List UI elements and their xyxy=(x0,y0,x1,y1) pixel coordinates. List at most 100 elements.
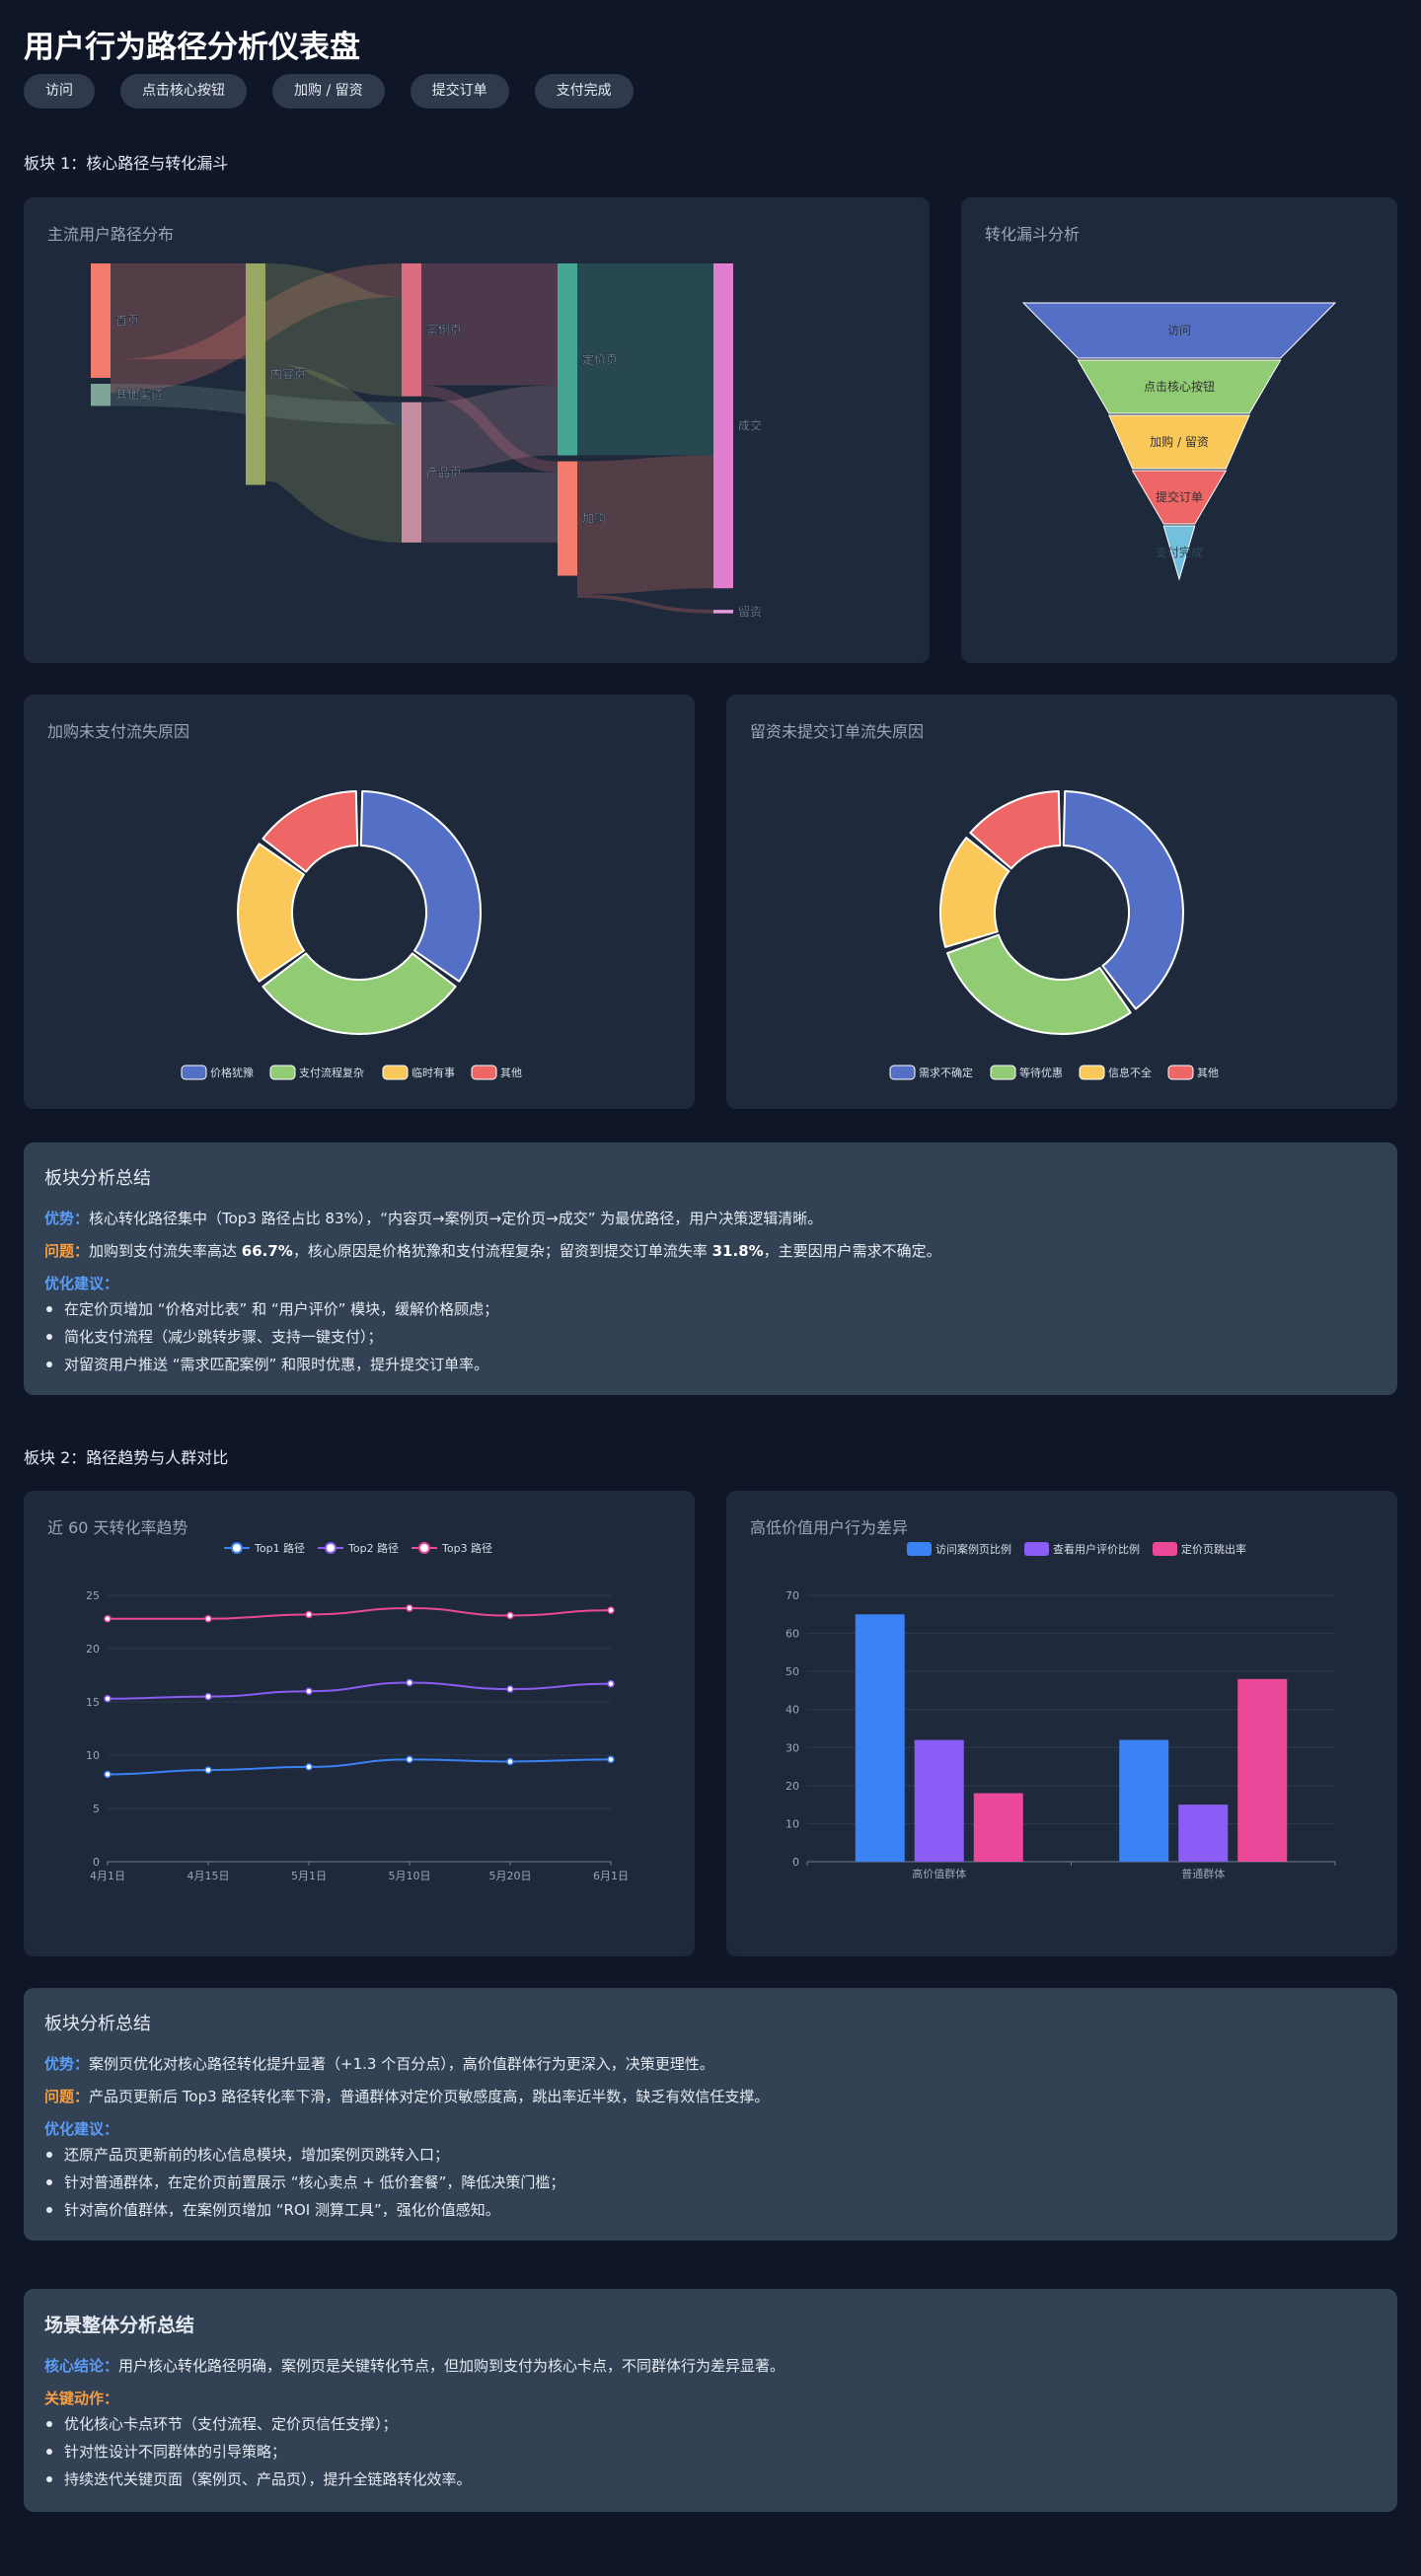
summary-1-advantage: 优势：核心转化路径集中（Top3 路径占比 83%），“内容页→案例页→定价页→… xyxy=(44,1210,823,1227)
list-item: 还原产品页更新前的核心信息模块，增加案例页跳转入口； xyxy=(44,2144,1377,2166)
bar xyxy=(1237,1678,1288,1862)
sankey-node-label: 成交 xyxy=(738,418,762,433)
legend-label: 价格犹豫 xyxy=(210,1066,254,1079)
sankey-link xyxy=(576,455,714,595)
line-series xyxy=(107,1681,612,1700)
funnel-segment xyxy=(1131,470,1228,525)
line-point xyxy=(406,1755,413,1764)
summary-2-problem: 问题：产品页更新后 Top3 路径转化率下滑，普通群体对定价页敏感度高，跳出率近… xyxy=(44,2088,770,2105)
line-point xyxy=(204,1615,212,1623)
sankey-node-label: 产品页 xyxy=(426,466,462,479)
line-point xyxy=(406,1604,413,1612)
y-tick-label: 20 xyxy=(86,1643,100,1656)
line-point xyxy=(506,1685,514,1693)
step-chip-order[interactable]: 提交订单 xyxy=(410,74,509,109)
sankey-node-label: 内容页 xyxy=(270,366,306,381)
sankey-links xyxy=(110,262,714,614)
bar xyxy=(855,1614,905,1862)
sankey-node xyxy=(402,402,421,543)
donut-slice xyxy=(946,933,1132,1035)
step-chip-visit[interactable]: 访问 xyxy=(24,74,95,109)
donut-slice xyxy=(262,952,457,1035)
legend-marker xyxy=(231,1542,243,1554)
donut1-chart: 价格犹豫 支付流程复杂 临时有事 其他 xyxy=(181,790,522,1080)
legend-label: 其他 xyxy=(500,1067,522,1079)
donut2-chart: 需求不确定 等待优惠 信息不全 其他 xyxy=(889,790,1219,1080)
legend-swatch xyxy=(907,1542,932,1556)
donut-slice xyxy=(262,790,359,873)
line-title: 近 60 天转化率趋势 xyxy=(47,1518,188,1537)
legend-label: 临时有事 xyxy=(411,1066,455,1079)
donut-slice xyxy=(969,790,1062,870)
donut1-title: 加购未支付流失原因 xyxy=(47,722,190,741)
y-tick-label: 10 xyxy=(86,1749,100,1762)
x-tick-label: 高价值群体 xyxy=(912,1867,966,1880)
legend-label: Top2 路径 xyxy=(347,1542,399,1555)
bar xyxy=(1178,1804,1229,1862)
legend-swatch xyxy=(382,1065,409,1080)
donut-slice xyxy=(1062,790,1184,1010)
x-tick-label: 4月15日 xyxy=(187,1870,230,1882)
sankey-node-label: 首页 xyxy=(115,314,139,328)
summary-3-title: 场景整体分析总结 xyxy=(44,2315,195,2336)
y-tick-label: 70 xyxy=(785,1589,799,1602)
sankey-link xyxy=(262,363,406,543)
section-1-title: 板块 1：核心路径与转化漏斗 xyxy=(24,154,229,173)
line-point xyxy=(506,1757,514,1766)
summary-1-problem: 问题：加购到支付流失率高达 66.7%，核心原因是价格犹豫和支付流程复杂；留资到… xyxy=(44,1242,941,1260)
step-chip-pay[interactable]: 支付完成 xyxy=(534,74,634,109)
y-tick-label: 25 xyxy=(86,1589,100,1602)
sankey-node-label: 其他渠道 xyxy=(115,388,163,402)
line-point xyxy=(305,1610,313,1619)
list-item: 持续迭代关键页面（案例页、产品页），提升全链路转化效率。 xyxy=(44,2468,1377,2490)
legend-swatch xyxy=(1153,1542,1177,1556)
sankey-node-label: 留资 xyxy=(738,605,762,619)
line-point xyxy=(305,1763,313,1771)
donut-slice xyxy=(237,843,305,983)
legend-swatch xyxy=(889,1065,916,1080)
summary-1-suggestion-label: 优化建议： xyxy=(44,1275,119,1292)
donut1-card: 加购未支付流失原因 价格犹豫 支付流程复杂 临时有事 其他 xyxy=(24,695,695,1109)
summary-3-action-label: 关键动作： xyxy=(44,2390,119,2407)
funnel-segment xyxy=(1077,359,1282,414)
legend-swatch xyxy=(1079,1065,1105,1080)
legend-label: Top3 路径 xyxy=(441,1542,492,1555)
y-tick-label: 5 xyxy=(93,1803,100,1815)
funnel-label: 加购 / 留资 xyxy=(1150,434,1209,449)
line-point xyxy=(104,1695,112,1703)
sankey-node xyxy=(558,461,577,576)
list-item: 针对普通群体，在定价页前置展示 “核心卖点 + 低价套餐”，降低决策门槛； xyxy=(44,2171,1377,2193)
funnel-label: 提交订单 xyxy=(1156,489,1203,504)
line-point xyxy=(406,1678,413,1687)
donut-slice xyxy=(359,790,482,983)
sankey-node xyxy=(713,263,733,589)
list-item: 在定价页增加 “价格对比表” 和 “用户评价” 模块，缓解价格顾虑； xyxy=(44,1298,1377,1320)
legend-swatch xyxy=(1167,1065,1194,1080)
donut2-card: 留资未提交订单流失原因 需求不确定 等待优惠 信息不全 其他 xyxy=(726,695,1397,1109)
line-series xyxy=(107,1758,612,1776)
x-tick-label: 5月1日 xyxy=(291,1870,327,1882)
summary-1-title: 板块分析总结 xyxy=(44,1168,151,1189)
line-point xyxy=(204,1766,212,1774)
sankey-node xyxy=(246,263,265,485)
step-chip-click[interactable]: 点击核心按钮 xyxy=(120,74,247,109)
funnel-card: 转化漏斗分析 访问 点击核心按钮 加购 / 留资 提交订单 支付完成 xyxy=(961,197,1397,663)
y-tick-label: 60 xyxy=(785,1628,799,1641)
sankey-node xyxy=(91,263,111,378)
summary-2-suggestion-label: 优化建议： xyxy=(44,2120,119,2138)
legend-label: 定价页跳出率 xyxy=(1181,1542,1246,1556)
bar xyxy=(914,1739,964,1862)
legend-label: 需求不确定 xyxy=(919,1066,973,1079)
line-point xyxy=(104,1615,112,1623)
sankey-node xyxy=(402,263,421,397)
list-item: 针对高价值群体，在案例页增加 “ROI 测算工具”，强化价值感知。 xyxy=(44,2199,1377,2221)
step-chip-cart[interactable]: 加购 / 留资 xyxy=(272,74,385,109)
line-point xyxy=(305,1687,313,1695)
funnel-label: 点击核心按钮 xyxy=(1144,379,1215,394)
line-point xyxy=(607,1755,615,1764)
list-item: 针对性设计不同群体的引导策略； xyxy=(44,2441,1377,2463)
funnel-label: 支付完成 xyxy=(1156,545,1203,559)
donut2-title: 留资未提交订单流失原因 xyxy=(750,722,925,741)
